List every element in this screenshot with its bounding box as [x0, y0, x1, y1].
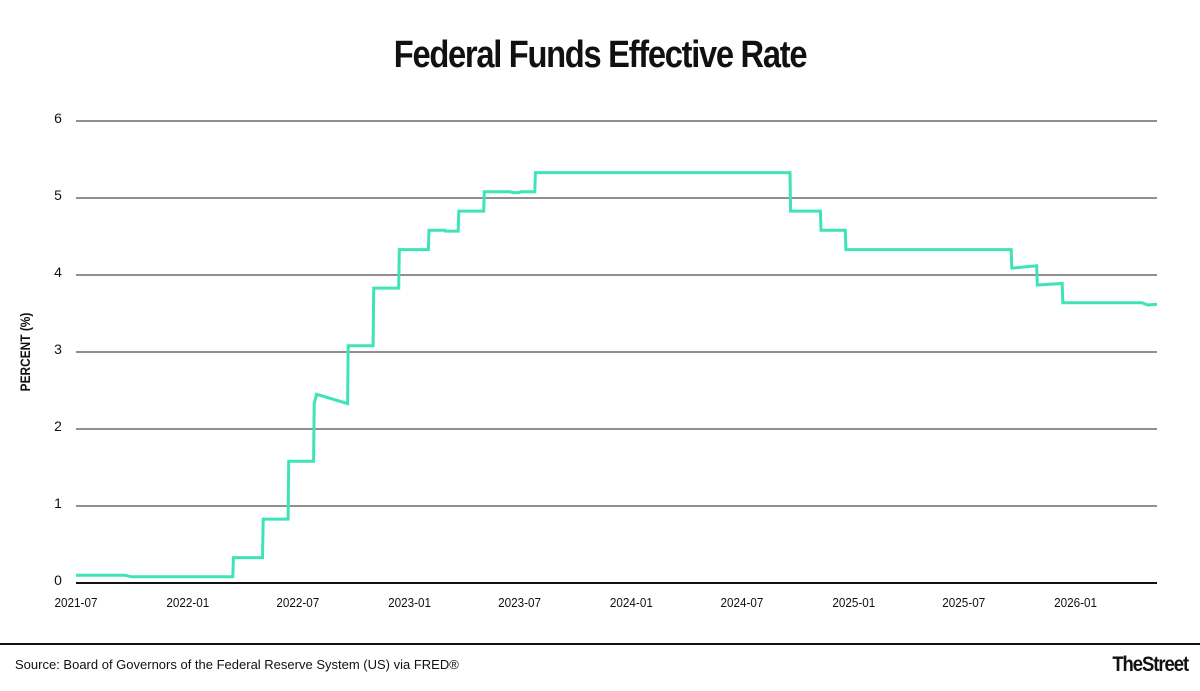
- x-tick-label: 2024-01: [610, 595, 653, 610]
- series-layer: [76, 171, 1158, 579]
- x-tick-label: 2026-01: [1054, 595, 1097, 610]
- y-tick-label: 6: [54, 110, 62, 126]
- y-tick-label: 2: [54, 418, 62, 434]
- x-tick-label: 2023-01: [388, 595, 431, 610]
- y-tick-label: 4: [54, 264, 62, 280]
- y-tick-label: 1: [54, 495, 62, 511]
- series-line: [76, 171, 1158, 579]
- x-axis-ticks: 2021-07 2022-01 2022-07 2023-01 2023-07 2024-…: [55, 595, 1098, 610]
- source-note: Source: Board of Governors of the Federa…: [15, 657, 459, 672]
- y-tick-label: 0: [54, 572, 62, 588]
- chart-title: Federal Funds Effective Rate: [393, 34, 808, 76]
- brand-logo: TheStreet: [1112, 653, 1189, 676]
- gridlines: [76, 120, 1157, 507]
- x-tick-label: 2022-07: [276, 595, 319, 610]
- x-tick-label: 2025-07: [942, 595, 985, 610]
- x-tick-label: 2024-07: [721, 595, 764, 610]
- y-axis-label: PERCENT (%): [17, 313, 33, 392]
- x-tick-label: 2022-01: [166, 595, 209, 610]
- y-tick-label: 5: [54, 187, 62, 203]
- x-tick-label: 2025-01: [832, 595, 875, 610]
- y-tick-label: 3: [54, 341, 62, 357]
- footer-divider: [0, 643, 1200, 645]
- x-tick-label: 2021-07: [55, 595, 98, 610]
- y-axis-ticks: 0 1 2 3 4 5 6: [54, 110, 62, 588]
- x-tick-label: 2023-07: [498, 595, 541, 610]
